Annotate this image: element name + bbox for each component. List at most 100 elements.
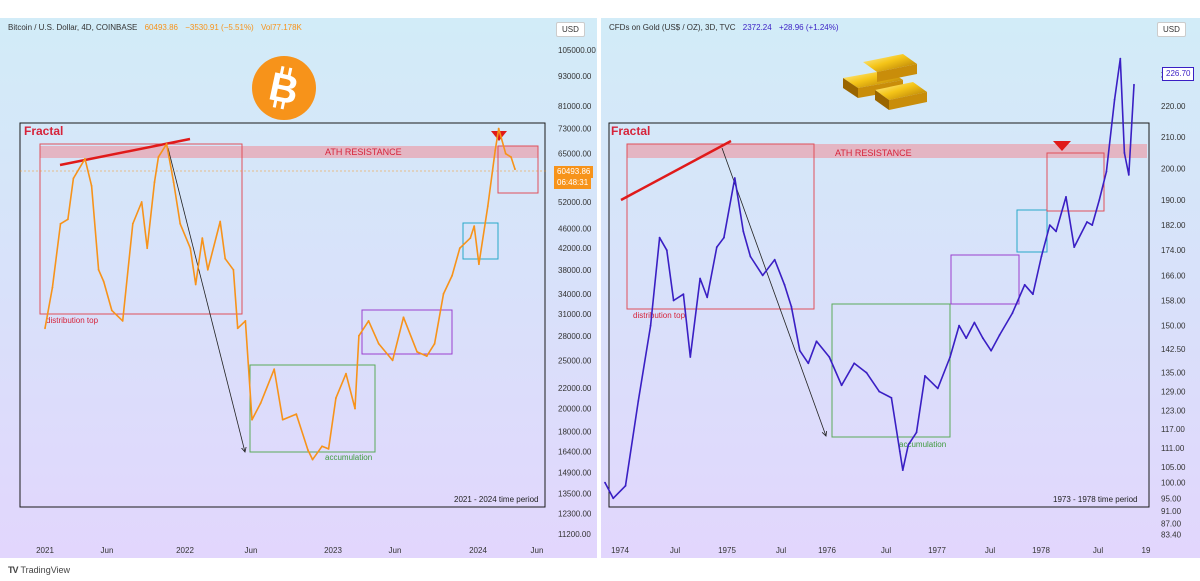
- trend-line: [620, 139, 732, 202]
- range-box: [361, 309, 453, 355]
- y-tick-label: 100.00: [1161, 479, 1186, 488]
- data-point: [51, 286, 54, 289]
- data-point: [442, 293, 445, 295]
- y-tick-label: 81000.00: [558, 102, 592, 111]
- data-point: [865, 371, 868, 374]
- y-tick-label: 95.00: [1161, 494, 1182, 503]
- ath-resistance-label: ATH RESISTANCE: [835, 148, 912, 158]
- data-point: [157, 156, 160, 159]
- data-point: [840, 384, 843, 387]
- data-point: [965, 337, 968, 340]
- y-tick-label: 83.40: [1161, 531, 1182, 540]
- data-point: [982, 337, 984, 340]
- bitcoin-logo-icon: B: [252, 56, 316, 120]
- y-tick-label: 190.00: [1161, 196, 1186, 205]
- data-point: [958, 324, 960, 327]
- price-line: [604, 57, 1135, 500]
- data-point: [358, 334, 360, 337]
- down-arrow: [721, 147, 826, 436]
- data-point: [478, 263, 480, 266]
- data-point: [1133, 83, 1135, 86]
- data-point: [121, 320, 124, 322]
- x-tick-label: Jun: [531, 546, 544, 555]
- data-point: [321, 445, 323, 448]
- y-tick-label: 42000.00: [558, 244, 592, 253]
- data-point: [915, 431, 918, 434]
- data-point: [504, 152, 507, 155]
- data-point: [295, 413, 298, 415]
- ath-resistance-band: [627, 144, 1147, 158]
- data-point: [377, 342, 380, 345]
- data-point: [689, 356, 692, 358]
- ath-retest-box: [497, 145, 539, 194]
- data-point: [649, 324, 652, 327]
- data-point: [307, 449, 309, 452]
- fractal-label: Fractal: [24, 124, 63, 138]
- data-point: [165, 143, 168, 145]
- data-point: [84, 157, 86, 160]
- data-point: [1086, 221, 1088, 223]
- btc-price: 60493.86: [144, 23, 178, 32]
- x-tick-label: 2021: [36, 546, 54, 555]
- data-point: [140, 201, 143, 203]
- data-point: [699, 277, 701, 280]
- fractal-frame: [608, 122, 1150, 508]
- data-point: [469, 237, 472, 240]
- y-tick-label: 25000.00: [558, 356, 592, 365]
- data-point: [1040, 255, 1043, 258]
- distribution-top-label: distribution top: [633, 311, 686, 320]
- data-point: [90, 185, 93, 187]
- btc-symbol: Bitcoin / U.S. Dollar, 4D, COINBASE: [8, 23, 138, 32]
- data-point: [637, 400, 640, 402]
- gold-y-axis: 230.00220.00210.00200.00190.00182.00174.…: [1161, 70, 1186, 539]
- data-point: [949, 356, 951, 358]
- btc-currency-button[interactable]: USD: [556, 22, 585, 37]
- x-tick-label: Jul: [985, 546, 995, 555]
- y-tick-label: 117.00: [1161, 425, 1185, 434]
- y-tick-label: 52000.00: [558, 198, 592, 207]
- y-tick-label: 166.00: [1161, 271, 1186, 280]
- data-point: [473, 225, 476, 228]
- top-marker-triangle: [1053, 141, 1071, 151]
- data-point: [898, 450, 901, 453]
- data-point: [1065, 196, 1067, 198]
- range-box: [950, 254, 1020, 305]
- x-tick-label: 2023: [324, 546, 342, 555]
- data-point: [658, 236, 661, 239]
- y-tick-label: 46000.00: [558, 225, 592, 234]
- data-point: [815, 340, 818, 343]
- data-point: [706, 296, 709, 299]
- btc-price-series: [44, 127, 516, 461]
- data-point: [1048, 224, 1051, 227]
- x-tick-label: 1978: [1032, 546, 1050, 555]
- y-tick-label: 28000.00: [558, 332, 592, 341]
- y-tick-label: 91.00: [1161, 507, 1182, 516]
- data-point: [367, 320, 370, 322]
- x-tick-label: 2022: [176, 546, 194, 555]
- tradingview-footer[interactable]: TV TradingView: [8, 565, 70, 575]
- data-point: [853, 362, 856, 365]
- data-point: [281, 418, 284, 421]
- data-point: [514, 168, 516, 171]
- data-point: [391, 359, 394, 362]
- gold-chart-panel: Fractal ATH RESISTANCE distribution top …: [601, 18, 1200, 558]
- data-point: [219, 220, 222, 223]
- data-point: [924, 375, 926, 377]
- data-point: [901, 469, 904, 471]
- y-tick-label: 31000.00: [558, 310, 592, 319]
- x-tick-label: Jun: [389, 546, 402, 555]
- x-tick-label: Jul: [881, 546, 891, 555]
- data-point: [251, 418, 253, 421]
- gold-currency-button[interactable]: USD: [1157, 22, 1186, 37]
- y-tick-label: 11200.00: [558, 530, 591, 539]
- y-tick-label: 87.00: [1161, 519, 1182, 528]
- y-tick-label: 200.00: [1161, 165, 1186, 174]
- x-tick-label: 1976: [818, 546, 836, 555]
- y-tick-label: 93000.00: [558, 72, 592, 81]
- time-period-label: 2021 - 2024 time period: [454, 495, 539, 504]
- data-point: [612, 497, 615, 500]
- data-point: [224, 257, 227, 260]
- btc-chart-panel: Fractal ATH RESISTANCE distribution top …: [0, 18, 597, 558]
- x-tick-label: Jul: [776, 546, 786, 555]
- y-tick-label: 20000.00: [558, 405, 592, 414]
